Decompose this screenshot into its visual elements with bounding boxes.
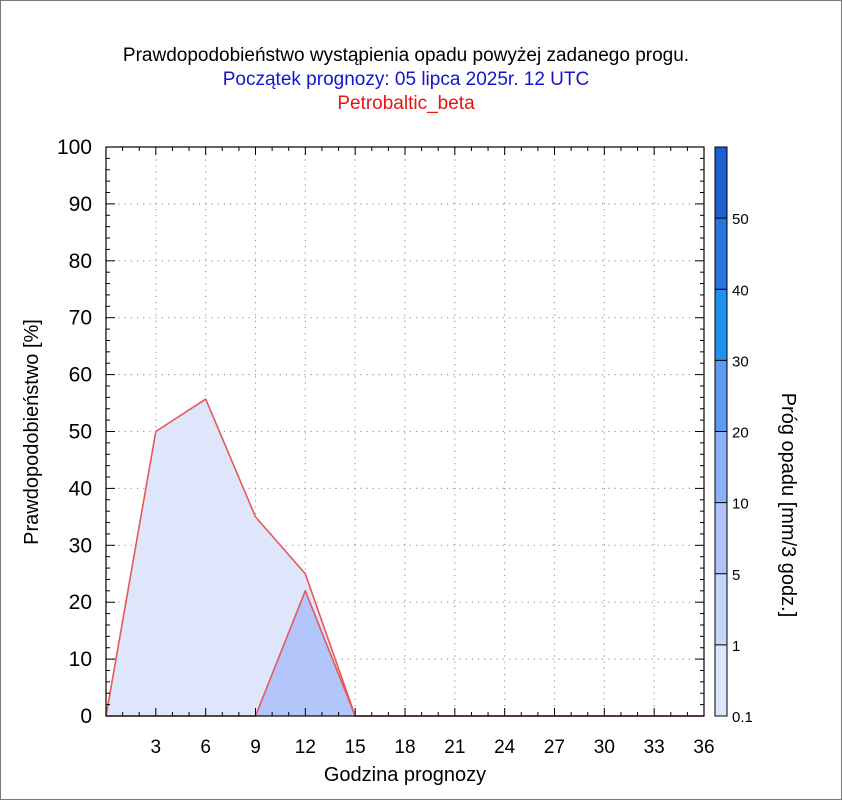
y-tick-label: 50 [69, 421, 92, 444]
x-tick-label: 3 [151, 737, 162, 758]
x-tick-label: 15 [345, 737, 366, 758]
chart-title: Prawdopodobieństwo wystąpienia opadu pow… [123, 45, 689, 66]
y-tick-label: 40 [69, 477, 92, 500]
y-tick-label: 0 [80, 705, 92, 728]
y-tick-label: 20 [69, 591, 92, 614]
colorbar-segment [715, 147, 727, 219]
y-tick-label: 90 [69, 193, 92, 216]
chart-subtitle-location: Petrobaltic_beta [337, 93, 475, 114]
y-tick-label: 60 [69, 364, 92, 387]
y-axis-label: Prawdopodobieństwo [%] [21, 319, 43, 545]
x-tick-label: 12 [295, 737, 316, 758]
colorbar-segment [715, 431, 727, 503]
chart-subtitle: Początek prognozy: 05 lipca 2025r. 12 UT… [223, 69, 589, 90]
x-tick-label: 27 [544, 737, 565, 758]
x-axis-label: Godzina prognozy [324, 764, 486, 786]
axes [105, 146, 705, 717]
x-tick-labels: 3 6 9 12 15 18 21 24 27 30 33 36 [151, 737, 715, 758]
colorbar-tick-label: 20 [732, 425, 749, 442]
colorbar-segment [715, 573, 727, 645]
x-tick-label: 33 [644, 737, 665, 758]
colorbar-tick-label: 50 [732, 211, 749, 228]
colorbar-label: Próg opadu [mm/3 godz.] [777, 393, 799, 618]
x-tick-label: 30 [594, 737, 615, 758]
x-tick-label: 21 [444, 737, 465, 758]
y-tick-label: 70 [69, 307, 92, 330]
colorbar-tick-label: 10 [732, 496, 749, 513]
colorbar-segment [715, 360, 727, 432]
y-tick-label: 30 [69, 534, 92, 557]
colorbar-segment [715, 289, 727, 361]
colorbar-segment [715, 218, 727, 290]
x-tick-label: 36 [693, 737, 714, 758]
colorbar-tick-label: 5 [732, 567, 740, 584]
x-tick-label: 9 [250, 737, 261, 758]
colorbar-tick-label: 0.1 [732, 709, 753, 726]
x-tick-label: 24 [494, 737, 516, 758]
x-tick-label: 18 [394, 737, 415, 758]
colorbar-tick-label: 30 [732, 353, 749, 370]
y-tick-label: 10 [69, 648, 92, 671]
colorbar-segment [715, 502, 727, 574]
y-tick-labels: 0 10 20 30 40 50 60 70 80 90 100 [57, 136, 92, 728]
colorbar-tick-label: 1 [732, 638, 740, 655]
colorbar-tick-label: 40 [732, 282, 749, 299]
y-tick-label: 100 [57, 136, 92, 159]
x-tick-label: 6 [200, 737, 211, 758]
series-area-0.1 [106, 399, 704, 716]
y-tick-label: 80 [69, 250, 92, 273]
colorbar-tick-labels: 0.1 1 5 10 20 30 40 50 [715, 211, 753, 726]
colorbar-segment [715, 644, 727, 716]
